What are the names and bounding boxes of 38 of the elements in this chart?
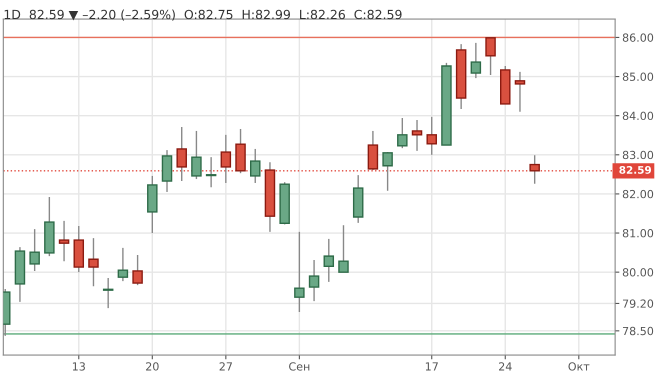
y-tick-label: 82.00 [622,190,654,198]
x-tick-label: 27 [220,362,232,370]
candlestick [514,71,526,112]
candlestick [338,224,349,273]
candlestick [426,116,437,156]
y-tick-label: 85.00 [622,72,654,81]
candlestick [470,42,482,79]
candlestick [324,238,334,283]
y-tick-label: 86.00 [622,33,654,42]
candlestick [29,228,40,272]
candlestick [308,259,320,302]
candlestick [485,37,496,76]
candlestick [206,156,216,188]
y-tick-label: 81.00 [622,229,654,238]
x-tick-label: 13 [72,362,85,371]
ref-line-label: 82.59 [619,166,652,174]
y-tick-label: 78.50 [622,326,654,336]
y-tick-label: 84.00 [622,112,654,120]
candlestick [250,148,261,184]
candlestick [102,277,114,309]
y-tick-label: 79.20 [622,299,654,308]
candlestick [294,231,305,313]
candlestick [88,237,99,287]
x-tick-label: 24 [499,362,512,370]
x-tick-label: 17 [426,362,438,370]
y-tick-label: 83.00 [622,150,654,160]
candlestick [118,247,128,282]
x-tick-label: Окт [568,362,590,371]
candlestick [132,254,143,286]
candlestick [382,151,393,192]
x-tick-label: 20 [146,362,159,371]
candlestick [58,220,70,262]
chart-title: 1D 82.59 ▼ –2.20 (–2.59%) O:82.75 H:82.99 L:82.26 C:82.59 [4,10,402,21]
candlestick [397,117,408,149]
candlestick [191,130,202,180]
y-tick-label: 80.00 [622,268,654,277]
x-tick-label: Сен [289,362,310,371]
candlestick [412,119,422,152]
